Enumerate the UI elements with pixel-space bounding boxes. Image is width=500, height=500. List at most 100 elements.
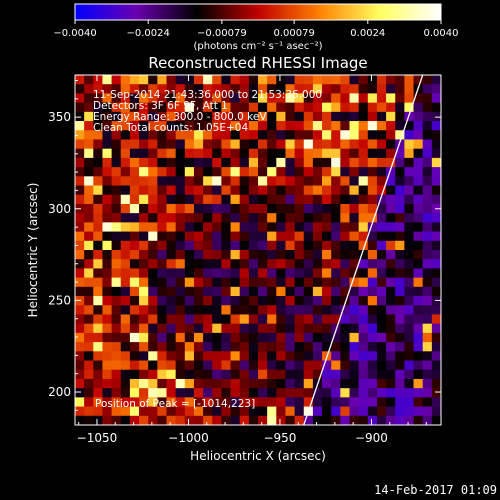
- heatmap-cell: [386, 406, 396, 417]
- heatmap-cell: [312, 360, 323, 371]
- heatmap-cell: [267, 139, 277, 150]
- heatmap-cell: [148, 240, 158, 251]
- heatmap-cell: [157, 148, 167, 159]
- heatmap-cell: [404, 296, 414, 306]
- heatmap-cell: [102, 259, 112, 269]
- heatmap-cell: [184, 369, 195, 380]
- heatmap-cell: [139, 75, 149, 85]
- heatmap-cell: [303, 148, 314, 159]
- heatmap-cell: [276, 84, 286, 94]
- heatmap-cell: [193, 268, 204, 279]
- heatmap-cell: [175, 167, 186, 177]
- heatmap-cell: [102, 314, 112, 325]
- heatmap-cell: [358, 102, 369, 113]
- heatmap-cell: [221, 406, 231, 417]
- heatmap-cell: [258, 75, 268, 85]
- heatmap-cell: [203, 378, 213, 389]
- heatmap-cell: [248, 93, 259, 104]
- heatmap-cell: [84, 111, 94, 122]
- heatmap-cell: [349, 286, 360, 297]
- heatmap-cell: [93, 84, 103, 94]
- heatmap-cell: [349, 250, 360, 260]
- heatmap-cell: [120, 277, 131, 288]
- heatmap-cell: [331, 342, 341, 352]
- heatmap-cell: [404, 157, 414, 168]
- heatmap-cell: [129, 305, 140, 315]
- heatmap-cell: [386, 351, 396, 361]
- heatmap-cell: [93, 194, 103, 205]
- heatmap-cell: [386, 130, 396, 140]
- heatmap-cell: [166, 176, 177, 186]
- heatmap-cell: [376, 222, 387, 232]
- heatmap-cell: [212, 415, 222, 425]
- heatmap-cell: [157, 342, 167, 352]
- heatmap-cell: [331, 157, 341, 168]
- heatmap-cell: [349, 397, 360, 407]
- heatmap-cell: [129, 351, 140, 361]
- heatmap-cell: [230, 84, 241, 94]
- heatmap-cell: [157, 240, 167, 251]
- heatmap-cell: [93, 388, 103, 398]
- heatmap-cell: [248, 286, 259, 297]
- heatmap-cell: [84, 277, 94, 288]
- heatmap-cell: [166, 277, 177, 288]
- heatmap-cell: [139, 332, 149, 343]
- heatmap-cell: [413, 231, 424, 242]
- heatmap-cell: [258, 397, 268, 407]
- heatmap-cell: [239, 130, 250, 140]
- heatmap-cell: [148, 231, 158, 242]
- heatmap-cell: [285, 360, 295, 371]
- heatmap-cell: [120, 259, 131, 269]
- heatmap-cell: [139, 351, 149, 361]
- heatmap-cell: [120, 231, 131, 242]
- heatmap-cell: [193, 240, 204, 251]
- heatmap-cell: [367, 296, 378, 306]
- heatmap-cell: [75, 148, 85, 159]
- heatmap-cell: [267, 176, 277, 186]
- heatmap-cell: [404, 268, 414, 279]
- heatmap-cell: [102, 213, 112, 223]
- heatmap-cell: [395, 176, 405, 186]
- heatmap-cell: [221, 148, 231, 159]
- heatmap-cell: [139, 259, 149, 269]
- heatmap-cell: [376, 157, 387, 168]
- heatmap-cell: [331, 130, 341, 140]
- heatmap-cell: [340, 342, 350, 352]
- heatmap-cell: [230, 415, 241, 425]
- heatmap-cell: [276, 240, 286, 251]
- annotation-detectors: Detectors: 3F 6F 9F, Att 1: [93, 100, 228, 112]
- heatmap-cell: [294, 268, 305, 279]
- heatmap-cell: [166, 203, 177, 214]
- heatmap-cell: [175, 111, 186, 122]
- heatmap-cell: [221, 139, 231, 150]
- heatmap-cell: [248, 240, 259, 251]
- heatmap-cell: [386, 157, 396, 168]
- heatmap-cell: [239, 351, 250, 361]
- heatmap-cell: [413, 388, 424, 398]
- heatmap-cell: [212, 259, 222, 269]
- heatmap-cell: [303, 305, 314, 315]
- heatmap-cell: [331, 378, 341, 389]
- heatmap-cell: [285, 102, 295, 113]
- heatmap-cell: [139, 139, 149, 150]
- heatmap-cell: [422, 323, 433, 334]
- heatmap-cell: [303, 314, 314, 325]
- heatmap-cell: [258, 194, 268, 205]
- heatmap-cell: [75, 406, 85, 417]
- heatmap-cell: [267, 305, 277, 315]
- heatmap-cell: [267, 415, 277, 425]
- heatmap-cell: [221, 185, 231, 196]
- heatmap-cell: [139, 203, 149, 214]
- heatmap-cell: [340, 185, 350, 196]
- heatmap-cell: [75, 139, 85, 150]
- heatmap-cell: [248, 194, 259, 205]
- heatmap-cell: [358, 250, 369, 260]
- heatmap-cell: [248, 259, 259, 269]
- heatmap-cell: [120, 369, 131, 380]
- heatmap-cell: [84, 176, 94, 186]
- heatmap-cell: [386, 176, 396, 186]
- heatmap-cell: [258, 93, 268, 104]
- heatmap-cell: [285, 351, 295, 361]
- heatmap-cell: [376, 240, 387, 251]
- colorbar-tick-label: 0.0040: [424, 28, 459, 39]
